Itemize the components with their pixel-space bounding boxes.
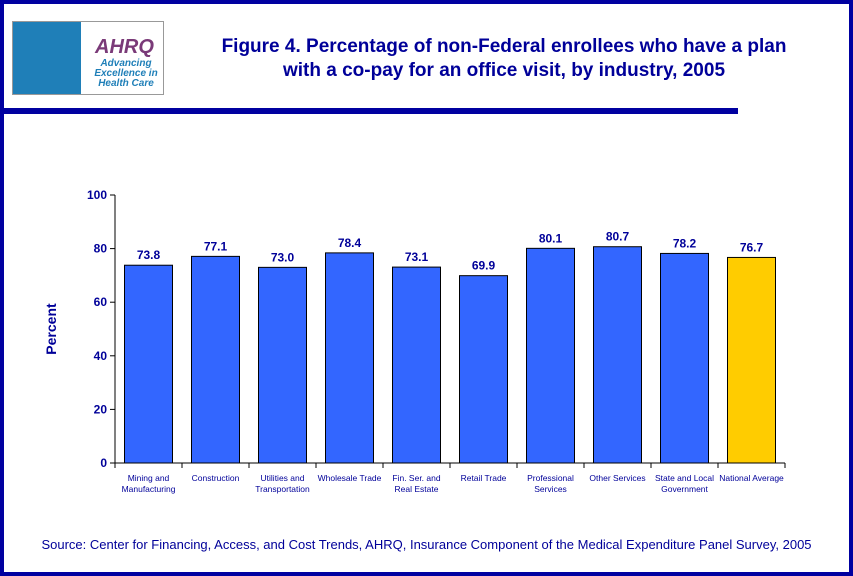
- title-line: with a co-pay for an office visit, by in…: [282, 60, 726, 81]
- bar: [392, 266, 441, 464]
- data-label: 77.1: [204, 239, 228, 253]
- data-label: 73.8: [137, 248, 161, 262]
- data-label: 69.9: [472, 259, 496, 273]
- data-label: 73.0: [271, 250, 295, 264]
- ahrq-logo: AHRQ Advancing Excellence in Health Care: [12, 21, 164, 95]
- x-tick-label: Mining and: [128, 473, 170, 483]
- bar-chart: 0 20 40 60 80 100 Percent 73.8 Mining andManufac…: [43, 188, 786, 494]
- data-label: 78.4: [338, 236, 362, 250]
- y-tick-label: 40: [94, 349, 108, 363]
- y-tick-label: 0: [100, 456, 107, 470]
- bar: [124, 264, 173, 464]
- hhs-seal-icon: [13, 22, 81, 94]
- bar: [660, 252, 709, 464]
- bar: [258, 266, 307, 464]
- x-tick-label: Retail Trade: [461, 473, 507, 483]
- y-tick-label: 80: [94, 242, 108, 256]
- title-line: Figure 4. Percentage of non-Federal enro…: [221, 36, 787, 57]
- y-tick-label: 60: [94, 295, 108, 309]
- x-tick-label: Utilities and: [261, 473, 305, 483]
- bar: [593, 246, 642, 464]
- divider: [4, 108, 738, 114]
- data-label: 76.7: [740, 240, 764, 254]
- x-tick-label: Wholesale Trade: [318, 473, 382, 483]
- y-tick-label: 20: [94, 402, 108, 416]
- x-tick-label: Manufacturing: [122, 484, 176, 494]
- data-label: 80.7: [606, 230, 630, 244]
- bar: [325, 252, 374, 464]
- bar: [191, 255, 240, 464]
- data-label: 78.2: [673, 236, 697, 250]
- x-tick-label: Services: [534, 484, 567, 494]
- x-tick-label: National Average: [719, 473, 784, 483]
- source-note: Source: Center for Financing, Access, an…: [41, 537, 812, 552]
- x-tick-label: Professional: [527, 473, 574, 483]
- x-tick-label: Fin. Ser. and: [392, 473, 440, 483]
- data-label: 80.1: [539, 231, 563, 245]
- x-tick-label: Other Services: [589, 473, 645, 483]
- logo-tagline: Advancing Excellence in Health Care: [94, 58, 158, 89]
- x-tick-label: Construction: [192, 473, 240, 483]
- bar: [727, 256, 776, 464]
- x-tick-label: Government: [661, 484, 708, 494]
- x-tick-label: Transportation: [255, 484, 310, 494]
- data-label: 73.1: [405, 250, 429, 264]
- bar: [526, 247, 575, 464]
- chart-title: Figure 4. Percentage of non-Federal enro…: [179, 35, 829, 83]
- y-axis-label: Percent: [43, 303, 59, 355]
- bar: [459, 275, 508, 464]
- logo-text: AHRQ: [95, 36, 154, 58]
- y-tick-label: 100: [87, 188, 107, 202]
- x-tick-label: Real Estate: [395, 484, 439, 494]
- x-tick-label: State and Local: [655, 473, 714, 483]
